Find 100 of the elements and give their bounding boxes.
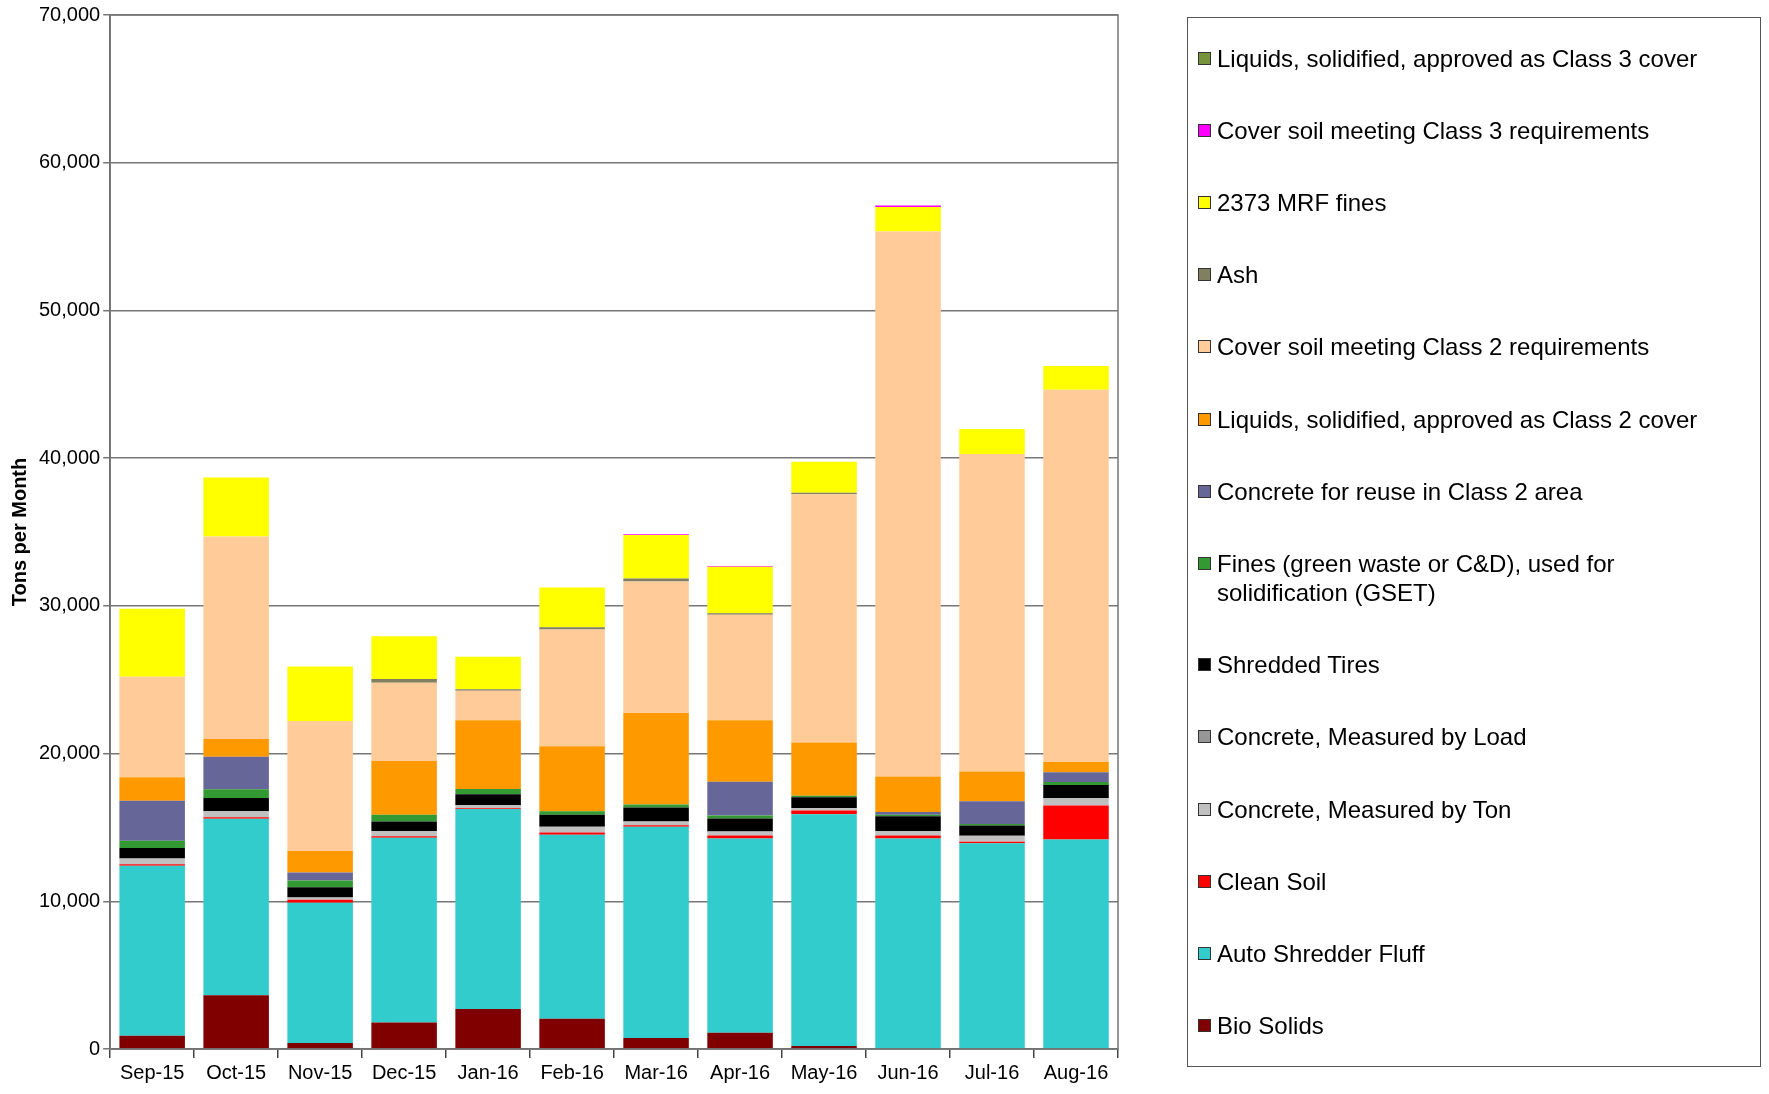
- bar: [959, 428, 1025, 455]
- x-tick-label: Nov-15: [287, 1060, 353, 1083]
- y-axis-title: Tons per Month: [7, 457, 30, 607]
- bar: [539, 629, 605, 747]
- bar: [539, 1018, 605, 1049]
- legend-label: Concrete, Measured by Ton: [1217, 794, 1512, 824]
- y-tick-label: 60,000: [39, 150, 101, 173]
- x-tick-label: Feb-16: [540, 1060, 604, 1083]
- x-tick-label: Jul-16: [964, 1060, 1020, 1083]
- bar: [1043, 366, 1109, 390]
- bar: [455, 690, 521, 721]
- bar: [875, 776, 941, 812]
- bar: [371, 682, 437, 761]
- bar: [203, 756, 269, 790]
- bar: [539, 811, 605, 815]
- bar: [1043, 781, 1109, 785]
- bar: [455, 720, 521, 790]
- bar: [287, 880, 353, 888]
- bar: [203, 995, 269, 1049]
- bar: [959, 843, 1025, 1049]
- bar: [371, 837, 437, 1023]
- bar: [707, 815, 773, 819]
- bar: [959, 825, 1025, 836]
- bar: [119, 865, 185, 1036]
- x-tick-label: Oct-15: [206, 1060, 267, 1083]
- bar: [203, 811, 269, 818]
- bar: [707, 781, 773, 816]
- bar: [875, 231, 941, 777]
- bar: [539, 587, 605, 628]
- bar: [539, 814, 605, 827]
- bar: [959, 771, 1025, 802]
- bar: [1043, 772, 1109, 782]
- bar: [707, 831, 773, 836]
- bar: [791, 797, 857, 809]
- bar: [791, 814, 857, 1047]
- bar: [791, 494, 857, 743]
- bar: [623, 534, 689, 579]
- x-tick-label: Dec-15: [371, 1060, 437, 1083]
- bar: [119, 858, 185, 865]
- legend-label: Cover soil meeting Class 3 requirements: [1217, 115, 1650, 145]
- bar: [875, 816, 941, 832]
- bar: [371, 760, 437, 815]
- bar: [707, 835, 773, 839]
- y-tick-label: 30,000: [39, 593, 101, 616]
- bar: [371, 821, 437, 832]
- bar: [119, 848, 185, 859]
- bar: [1043, 798, 1109, 806]
- bar: [287, 666, 353, 722]
- bar: [1043, 389, 1109, 762]
- y-tick-label: 0: [89, 1036, 101, 1059]
- bar: [959, 454, 1025, 772]
- bar: [287, 1043, 353, 1049]
- y-tick-label: 20,000: [39, 741, 101, 764]
- bar: [203, 789, 269, 799]
- bar: [539, 834, 605, 1019]
- bar: [455, 808, 521, 1010]
- bar: [959, 835, 1025, 842]
- y-tick-label: 70,000: [39, 2, 101, 25]
- bar: [707, 818, 773, 832]
- bar: [623, 1037, 689, 1049]
- bar: [119, 840, 185, 849]
- legend-label: Clean Soil: [1217, 866, 1327, 896]
- bar: [1043, 784, 1109, 799]
- bar: [791, 461, 857, 493]
- bar: [119, 777, 185, 801]
- legend-label: Concrete, Measured by Load: [1217, 722, 1527, 752]
- x-tick-label: Sep-15: [119, 1060, 185, 1083]
- legend-label: 2373 MRF fines: [1217, 188, 1387, 217]
- legend-label: Fines (green waste or C&D), used for solidification (GSET): [1217, 549, 1616, 608]
- legend-label: Liquids, solidified, approved as Class 3 cover: [1217, 43, 1698, 73]
- bar: [623, 807, 689, 822]
- bar: [539, 826, 605, 833]
- bar: [791, 742, 857, 796]
- bar: [119, 608, 185, 677]
- x-tick-label: Apr-16: [710, 1060, 771, 1083]
- bar: [791, 1046, 857, 1049]
- bar: [287, 902, 353, 1044]
- legend-label: Cover soil meeting Class 2 requirements: [1217, 332, 1650, 362]
- bar: [119, 676, 185, 778]
- bar: [455, 1009, 521, 1049]
- bar: [287, 721, 353, 852]
- bar: [875, 838, 941, 1049]
- y-tick-label: 50,000: [39, 297, 101, 320]
- bar: [623, 712, 689, 805]
- bar: [203, 738, 269, 757]
- bar: [371, 678, 437, 683]
- y-tick-label: 10,000: [39, 888, 101, 911]
- legend-label: Liquids, solidified, approved as Class 2 cover: [1217, 404, 1698, 434]
- bar: [371, 814, 437, 822]
- bar: [707, 614, 773, 721]
- bar: [203, 818, 269, 996]
- bar: [1043, 805, 1109, 840]
- bar: [371, 1022, 437, 1049]
- bar: [287, 887, 353, 898]
- bar: [455, 789, 521, 795]
- bar: [707, 1032, 773, 1049]
- legend-label: Concrete for reuse in Class 2 area: [1217, 476, 1583, 506]
- bar: [203, 798, 269, 812]
- x-tick-label: Jan-16: [457, 1060, 519, 1083]
- bar: [707, 566, 773, 614]
